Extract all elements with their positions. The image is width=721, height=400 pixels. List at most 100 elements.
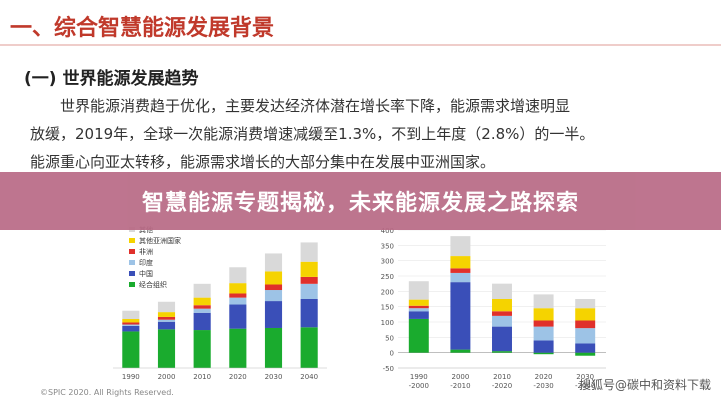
bar-segment: [300, 283, 318, 299]
bar-segment: [492, 315, 512, 327]
bar-segment: [533, 352, 554, 355]
bar-segment: [575, 352, 596, 356]
bar-segment: [575, 299, 596, 309]
bar-segment: [157, 329, 176, 368]
watermark-text: 搜狐号@碳中和资料下载: [578, 378, 711, 392]
bar-segment: [264, 271, 283, 285]
x-tick-label: 2020: [229, 373, 247, 381]
legend-swatch: [129, 238, 135, 243]
legend-swatch: [129, 249, 135, 254]
y-tick-label: 300: [381, 258, 394, 266]
bar-segment: [193, 283, 211, 298]
bar-segment: [229, 297, 247, 305]
legend-label: 印度: [139, 258, 153, 267]
bar-segment: [122, 324, 140, 326]
bar-segment: [492, 326, 512, 352]
y-tick-label: 100: [381, 319, 394, 327]
bar-segment: [300, 261, 318, 277]
slide-paragraph: 世界能源消费趋于优化，主要发达经济体潜在增长率下降，能源需求增速明显 放缓，20…: [30, 92, 700, 176]
bar-segment: [450, 349, 471, 353]
bar-segment: [408, 311, 429, 319]
bar-segment: [575, 328, 596, 344]
bar-segment: [300, 327, 318, 368]
bar-segment: [408, 318, 429, 353]
x-tick-label: 2040: [300, 373, 318, 381]
title-banner: 智慧能源专题揭秘，未来能源发展之路探索: [0, 172, 721, 230]
bar-segment: [264, 301, 283, 328]
legend-label: 中国: [139, 269, 153, 278]
y-tick-label: -50: [383, 365, 394, 373]
bar-segment: [408, 281, 429, 300]
x-tick-label: 2000: [158, 373, 176, 381]
x-tick-label: 2000: [451, 373, 469, 381]
legend-swatch: [129, 282, 135, 287]
bar-segment: [575, 320, 596, 329]
bar-segment: [229, 293, 247, 298]
x-tick-label: -2020: [492, 382, 512, 390]
bar-segment: [575, 308, 596, 321]
bar-segment: [264, 290, 283, 302]
bar-segment: [533, 308, 554, 321]
bar-segment: [450, 268, 471, 273]
slide-title: 一、综合智慧能源发展背景: [10, 16, 275, 41]
bar-segment: [492, 283, 512, 299]
bar-segment: [122, 310, 140, 320]
title-divider: [0, 44, 721, 46]
bar-segment: [492, 311, 512, 316]
bar-segment: [122, 331, 140, 368]
bar-segment: [229, 283, 247, 294]
bar-segment: [300, 242, 318, 262]
y-tick-label: 400: [381, 227, 394, 235]
bar-segment: [575, 343, 596, 353]
bar-segment: [157, 301, 176, 313]
x-tick-label: 2030: [576, 373, 594, 381]
bar-segment: [408, 299, 429, 306]
bar-segment: [450, 236, 471, 257]
bar-segment: [264, 284, 283, 291]
legend-label: 非洲: [139, 247, 153, 256]
legend-label: 经合组织: [139, 280, 167, 289]
y-tick-label: 150: [381, 304, 394, 312]
bar-segment: [264, 327, 283, 368]
copyright-source: ©SPIC 2020. All Rights Reserved.: [40, 388, 174, 397]
bar-segment: [157, 319, 176, 322]
bar-segment: [492, 299, 512, 312]
bar-segment: [408, 305, 429, 309]
bar-segment: [193, 312, 211, 331]
bar-segment: [122, 319, 140, 323]
bar-segment: [533, 320, 554, 327]
x-tick-label: 2020: [535, 373, 553, 381]
x-tick-label: -2010: [450, 382, 470, 390]
energy-demand-growth-stacked-bar-chart: -50 0 50 100 150 200 250 300 350 400 1990-2000 2000…: [381, 227, 606, 390]
paragraph-line: 放缓，2019年，全球一次能源消费增速减缓至1.3%，不到上年度（2.8%）的一…: [30, 125, 595, 143]
bar-segment: [193, 305, 211, 309]
x-tick-label: 1990: [410, 373, 428, 381]
bar-segment: [229, 328, 247, 368]
bar-segment: [122, 322, 140, 325]
x-tick-label: -2040: [575, 382, 595, 390]
y-tick-label: 200: [381, 288, 394, 296]
bar-segment: [229, 304, 247, 329]
bar-segment: [300, 276, 318, 284]
bar-segment: [533, 294, 554, 309]
paragraph-line: 世界能源消费趋于优化，主要发达经济体潜在增长率下降，能源需求增速明显: [60, 97, 571, 115]
y-tick-label: 50: [385, 334, 394, 342]
bar-segment: [300, 299, 318, 328]
bar-segment: [157, 316, 176, 320]
bar-segment: [450, 256, 471, 269]
section-heading: (一) 世界能源发展趋势: [24, 69, 199, 89]
legend-swatch: [129, 260, 135, 265]
x-tick-label: -2030: [533, 382, 553, 390]
bar-segment: [492, 351, 512, 353]
x-tick-label: 2010: [493, 373, 511, 381]
bar-segment: [157, 312, 176, 317]
banner-text: 智慧能源专题揭秘，未来能源发展之路探索: [141, 191, 579, 216]
bar-segment: [264, 253, 283, 272]
y-tick-label: 250: [381, 273, 394, 281]
bar-segment: [533, 340, 554, 353]
bar-segment: [450, 272, 471, 283]
bar-segment: [408, 308, 429, 312]
x-tick-label: 2010: [193, 373, 211, 381]
